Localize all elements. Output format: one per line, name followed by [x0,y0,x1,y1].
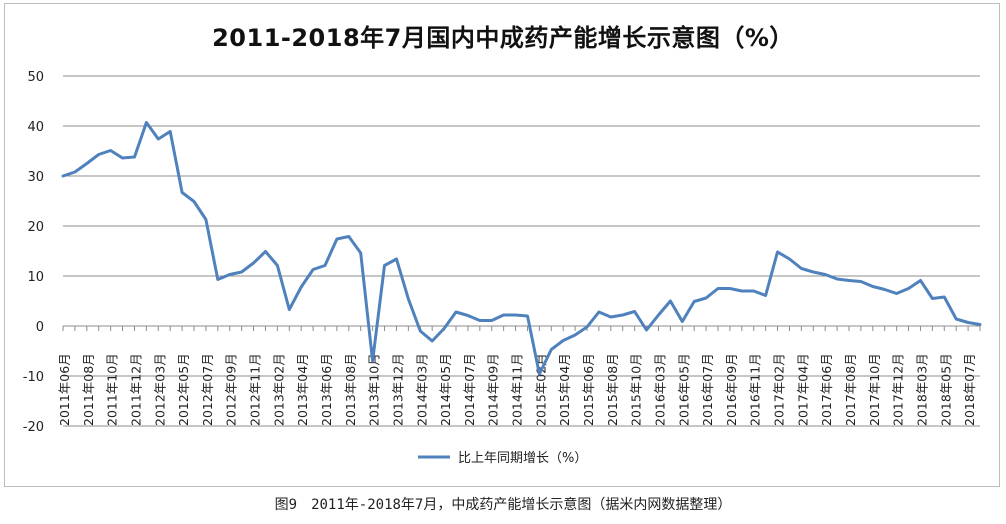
x-tick-label: 2016年05月 [676,353,691,426]
x-tick-label: 2012年09月 [224,353,239,426]
y-tick-label: 10 [27,270,44,285]
x-tick-label: 2016年03月 [652,353,667,426]
x-tick-label: 2013年10月 [367,353,382,426]
x-tick-label: 2015年10月 [629,353,644,426]
x-tick-label: 2018年03月 [914,353,929,426]
x-tick-label: 2017年08月 [843,353,858,426]
x-tick-label: 2011年06月 [57,353,72,426]
x-tick-label: 2017年12月 [891,353,906,426]
x-tick-label: 2014年05月 [438,353,453,426]
x-tick-label: 2011年08月 [81,353,96,426]
x-tick-label: 2014年09月 [486,353,501,426]
x-tick-label: 2015年06月 [581,353,596,426]
x-tick-label: 2012年05月 [176,353,191,426]
y-tick-label: 40 [27,120,44,135]
x-tick-label: 2015年02月 [533,353,548,426]
x-tick-label: 2016年11月 [748,353,763,426]
x-tick-label: 2012年03月 [152,353,167,426]
x-tick-label: 2015年04月 [557,353,572,426]
y-tick-label: 30 [27,170,44,185]
x-tick-label: 2014年07月 [462,353,477,426]
y-tick-label: 20 [27,220,44,235]
x-tick-label: 2011年12月 [128,353,143,426]
x-tick-label: 2015年08月 [605,353,620,426]
x-tick-label: 2017年04月 [795,353,810,426]
x-tick-label: 2014年03月 [414,353,429,426]
figure-caption: 图9 2011年-2018年7月，中成药产能增长示意图（据米内网数据整理） [274,497,732,513]
y-tick-label: 0 [36,320,44,335]
legend-label: 比上年同期增长（%） [458,451,587,466]
x-tick-label: 2013年06月 [319,353,334,426]
chart-title: 2011-2018年7月国内中成药产能增长示意图（%） [212,24,794,52]
chart-plot-area: -20 -10 0 10 20 30 40 50 2011年06月 2011年08月 2011年10… [23,70,982,466]
chart-frame [4,3,1000,487]
x-tick-label: 2017年06月 [819,353,834,426]
x-tick-label: 2013年04月 [295,353,310,426]
x-tick-label: 2017年10月 [867,353,882,426]
x-tick-label: 2018年07月 [962,353,977,426]
y-tick-label: 50 [27,70,44,85]
x-tick-label: 2012年11月 [248,353,263,426]
y-tick-label: -20 [23,420,44,435]
x-tick-label: 2013年02月 [271,353,286,426]
x-tick-label: 2017年02月 [772,353,787,426]
x-tick-label: 2011年10月 [105,353,120,426]
x-tick-label: 2016年09月 [724,353,739,426]
x-tick-label: 2012年07月 [200,353,215,426]
series-line [61,121,982,376]
x-tick-label: 2013年12月 [390,353,405,426]
y-tick-label: -10 [23,370,44,385]
x-tick-label: 2014年11月 [510,353,525,426]
x-tick-label: 2016年07月 [700,353,715,426]
x-tick-label: 2013年08月 [343,353,358,426]
x-tick-label: 2018年05月 [938,353,953,426]
